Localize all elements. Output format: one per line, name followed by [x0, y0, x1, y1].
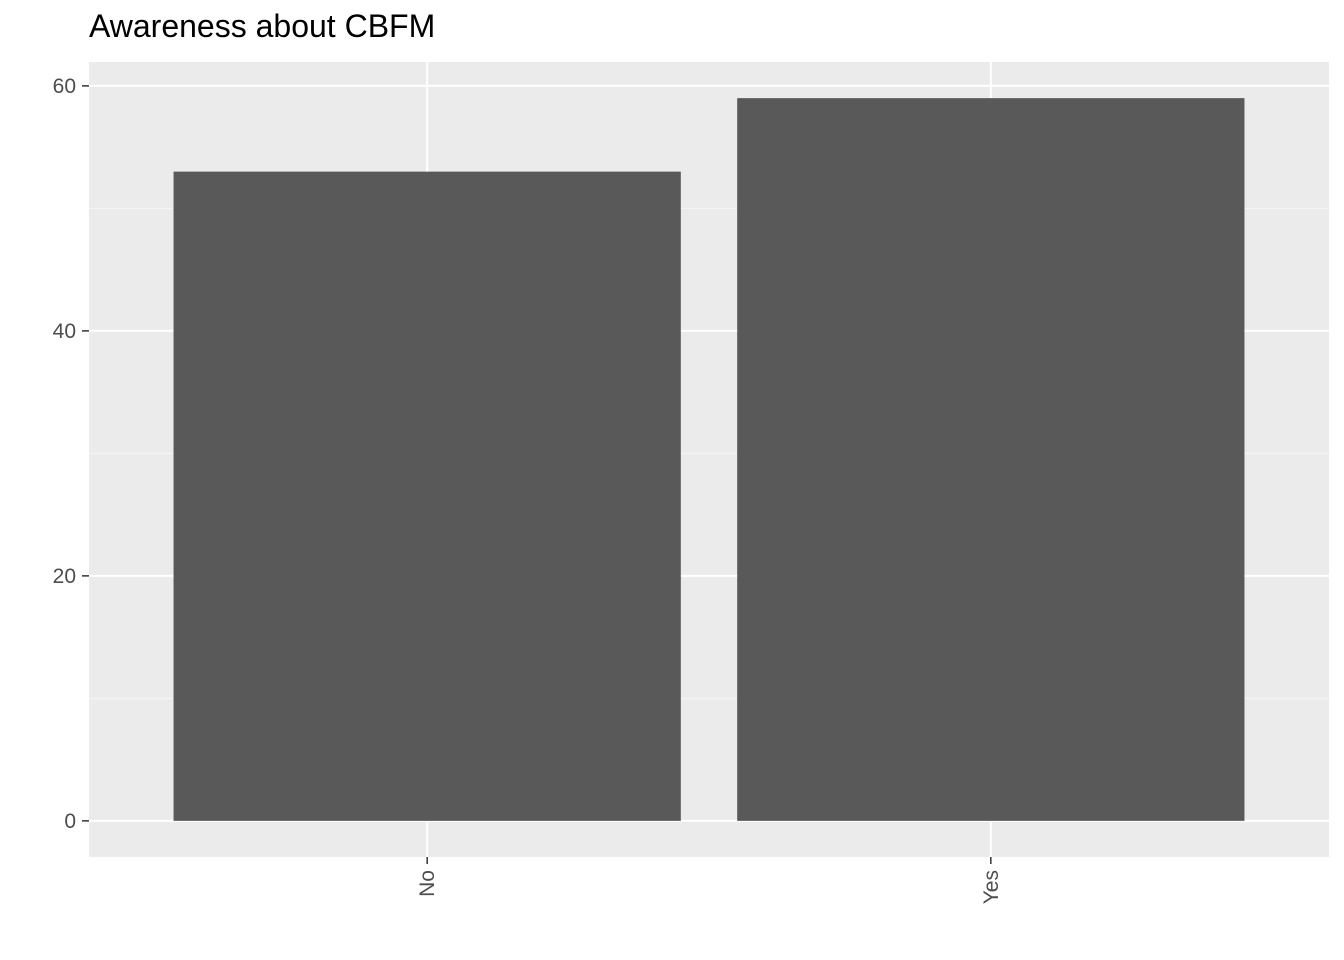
y-tick-label: 60: [53, 75, 76, 98]
y-tick-label: 40: [53, 320, 76, 343]
chart-title: Awareness about CBFM: [89, 8, 436, 44]
x-axis: No Yes: [416, 857, 1003, 904]
y-axis: 0 20 40 60: [53, 75, 89, 833]
y-tick-label: 20: [53, 565, 76, 588]
x-tick-label: Yes: [980, 870, 1003, 904]
bar-no: [173, 171, 681, 821]
x-tick-label: No: [416, 870, 439, 897]
y-tick-label: 0: [64, 810, 76, 833]
bars: [173, 98, 1245, 821]
bar-yes: [737, 98, 1245, 821]
